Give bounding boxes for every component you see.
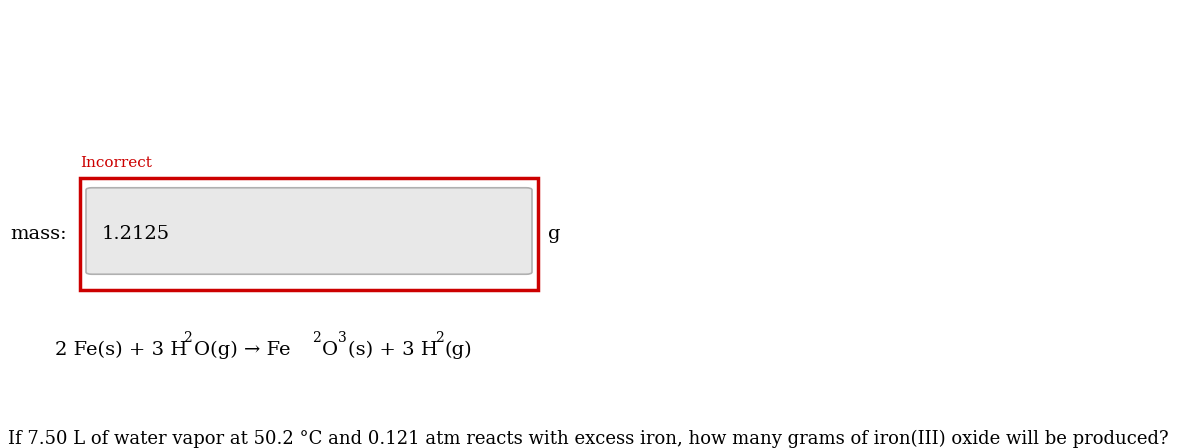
FancyBboxPatch shape (86, 188, 532, 274)
Text: Incorrect: Incorrect (80, 156, 152, 170)
Text: 2: 2 (312, 331, 320, 345)
Text: 2 Fe(s) + 3 H: 2 Fe(s) + 3 H (55, 341, 187, 359)
Text: 2: 2 (182, 331, 192, 345)
Text: (g): (g) (445, 341, 473, 359)
Text: mass:: mass: (10, 225, 67, 243)
Text: If 7.50 L of water vapor at 50.2 °C and 0.121 atm reacts with excess iron, how m: If 7.50 L of water vapor at 50.2 °C and … (8, 430, 1169, 448)
Text: 3: 3 (338, 331, 347, 345)
Text: O(g) → Fe: O(g) → Fe (194, 341, 290, 359)
Text: O: O (322, 341, 338, 359)
Text: g: g (548, 225, 560, 243)
FancyBboxPatch shape (80, 178, 538, 290)
Text: (s) + 3 H: (s) + 3 H (348, 341, 438, 359)
Text: 2: 2 (436, 331, 444, 345)
Text: 1.2125: 1.2125 (102, 225, 170, 243)
